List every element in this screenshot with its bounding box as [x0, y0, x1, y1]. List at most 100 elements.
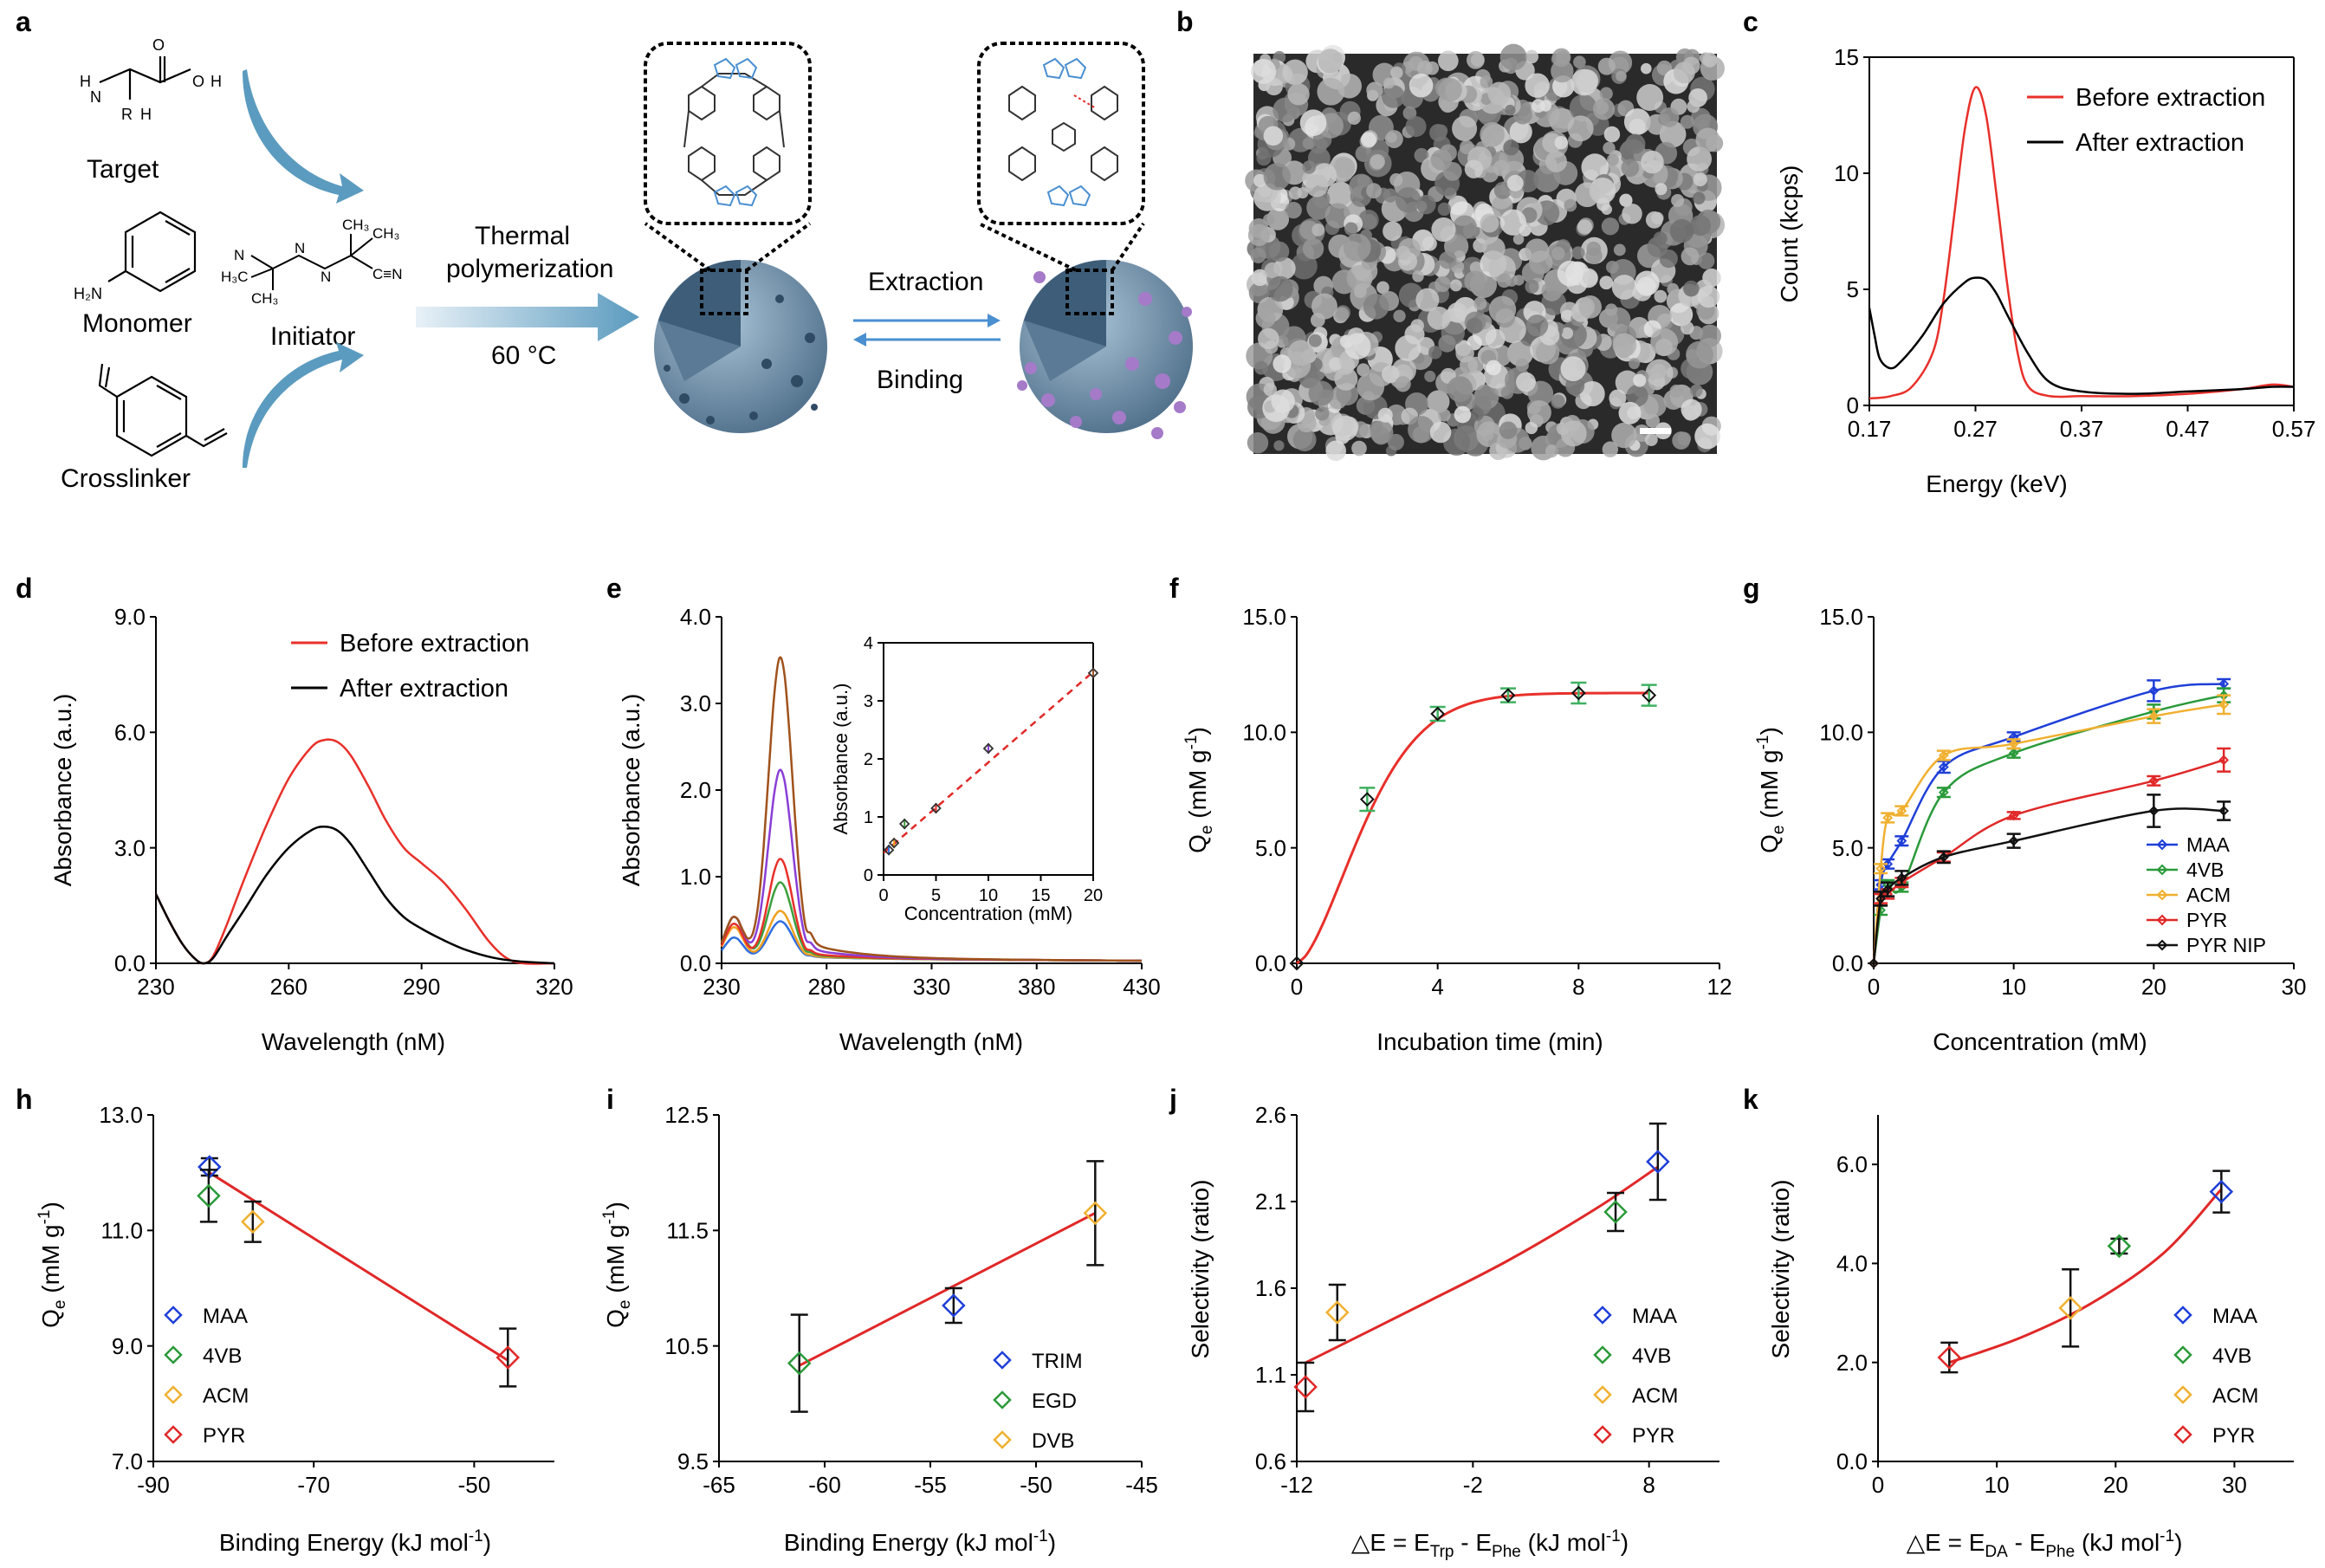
sem-particle: [1250, 247, 1266, 263]
sem-particle: [1599, 275, 1614, 290]
x-tick-label: 330: [913, 974, 950, 1000]
sem-particle: [1302, 137, 1316, 150]
sem-particle: [1560, 420, 1587, 447]
sem-particle: [1343, 233, 1371, 262]
x-tick-label: 0.27: [1953, 416, 1998, 442]
sem-particle: [1673, 62, 1695, 84]
series-line: [154, 825, 555, 965]
sem-particle: [1581, 153, 1609, 181]
legend-marker: [2156, 939, 2168, 951]
y-tick-label: 2.0: [1836, 1350, 1868, 1376]
sem-particle: [1692, 191, 1706, 205]
axis-title-h-x-main: Binding Energy (kJ mol: [219, 1529, 469, 1556]
sem-particle: [1410, 319, 1424, 333]
panel-letter-k: k: [1743, 1084, 1758, 1115]
svg-text:H₃C: H₃C: [221, 269, 248, 285]
sem-particle: [1329, 357, 1343, 371]
sem-particle: [1415, 288, 1440, 312]
inset-data-point: [930, 802, 942, 814]
axis-title-i-y-main: Q: [602, 1309, 629, 1328]
initiator-molecule-icon: N CH₃ H₃C N N CH₃ CH₃ C≡N: [221, 217, 402, 307]
y-tick-label: 0.0: [1832, 950, 1863, 976]
axis-title-k-x-sub2: Phe: [2045, 1543, 2075, 1561]
sem-particle: [1408, 416, 1435, 444]
sem-particle: [1390, 66, 1403, 80]
data-point: [1642, 688, 1657, 703]
sem-particle: [1604, 303, 1618, 316]
axis-title-j-y: Selectivity (ratio): [1187, 1180, 1214, 1359]
axis-title-h-y-main: Q: [37, 1309, 64, 1328]
axis-title-h-y-end: ): [37, 1202, 64, 1209]
sem-particle: [1251, 58, 1277, 85]
data-point: [2209, 1179, 2234, 1204]
axis-title-j-x-sub1: Trp: [1430, 1543, 1454, 1561]
sem-particle: [1409, 73, 1434, 98]
sem-particle: [1698, 252, 1715, 269]
data-point: [1882, 813, 1894, 823]
data-point: [2058, 1296, 2082, 1320]
data-point: [2218, 755, 2230, 766]
svg-text:CH₃: CH₃: [251, 290, 278, 307]
sem-particle: [1574, 182, 1600, 208]
data-point: [1430, 706, 1446, 722]
sem-particle: [1363, 293, 1389, 320]
axis-title-e-y: Absorbance (a.u.): [618, 694, 644, 887]
sem-particle: [1325, 440, 1346, 462]
extraction-binding-arrows-icon: [853, 314, 1001, 347]
axis-title-h-x-end: ): [483, 1529, 491, 1556]
data-point: [1896, 806, 1907, 816]
axis-title-k-x-mid: - E: [2008, 1529, 2046, 1556]
y-tick-label: 10.0: [1242, 719, 1286, 745]
data-point: [2218, 806, 2230, 816]
sem-particle: [1429, 421, 1452, 444]
legend-marker: [993, 1390, 1012, 1409]
sem-particle: [1449, 279, 1462, 292]
axis-title-k-x-sup: -1: [2160, 1527, 2174, 1545]
legend-label: ACM: [203, 1384, 249, 1408]
sem-particle: [1602, 441, 1619, 457]
axis-title-i-y-end: ): [602, 1202, 629, 1209]
series-curve: [1872, 807, 2225, 964]
sem-particle: [1291, 252, 1318, 280]
panel-letter-c: c: [1743, 6, 1758, 37]
svg-text:H: H: [210, 73, 222, 90]
legend-label: Before extraction: [340, 630, 529, 658]
x-tick-label: -50: [1020, 1472, 1052, 1498]
axis-title-j-x-rest: (kJ mol: [1521, 1529, 1606, 1556]
legend-marker: [993, 1351, 1012, 1370]
legend-label: After extraction: [340, 675, 508, 703]
y-tick-label: 0.0: [114, 950, 146, 976]
x-tick-label: 0: [1291, 974, 1303, 1000]
inset-data-point: [1087, 667, 1099, 679]
y-tick-label: 9.0: [112, 1333, 143, 1359]
sem-particle: [1597, 57, 1616, 75]
panel-letter-a: a: [16, 6, 31, 37]
legend-marker: [2156, 864, 2168, 876]
panel-letter-f: f: [1169, 573, 1179, 604]
sem-particle: [1482, 236, 1506, 261]
sem-particle: [1424, 370, 1436, 383]
process-label-line2: polymerization: [446, 255, 613, 283]
sem-particle: [1659, 249, 1678, 269]
sem-particle: [1264, 262, 1280, 279]
svg-text:CH₃: CH₃: [372, 225, 399, 242]
sem-particle: [1551, 59, 1574, 83]
sem-particle: [1500, 386, 1514, 399]
sem-particle: [1669, 384, 1683, 398]
x-tick-label: -65: [703, 1472, 735, 1498]
x-tick-label: 230: [137, 974, 174, 1000]
sem-particle: [1506, 340, 1534, 366]
sem-particle: [1697, 285, 1720, 308]
data-point: [1938, 787, 1949, 798]
axis-title-d-x: Wavelength (nM): [262, 1028, 445, 1055]
x-tick-label: 260: [270, 974, 308, 1000]
x-tick-label: -12: [1280, 1472, 1313, 1498]
axis-title-k-x-pre: △E = E: [1907, 1529, 1985, 1556]
sem-particle: [1512, 233, 1525, 245]
sem-particle: [1383, 221, 1402, 242]
axis-title-k-y: Selectivity (ratio): [1767, 1180, 1794, 1359]
process-label-line1: Thermal: [475, 222, 570, 250]
svg-text:C≡N: C≡N: [372, 266, 402, 282]
sem-particle: [1357, 209, 1379, 230]
sem-particle: [1525, 279, 1539, 294]
